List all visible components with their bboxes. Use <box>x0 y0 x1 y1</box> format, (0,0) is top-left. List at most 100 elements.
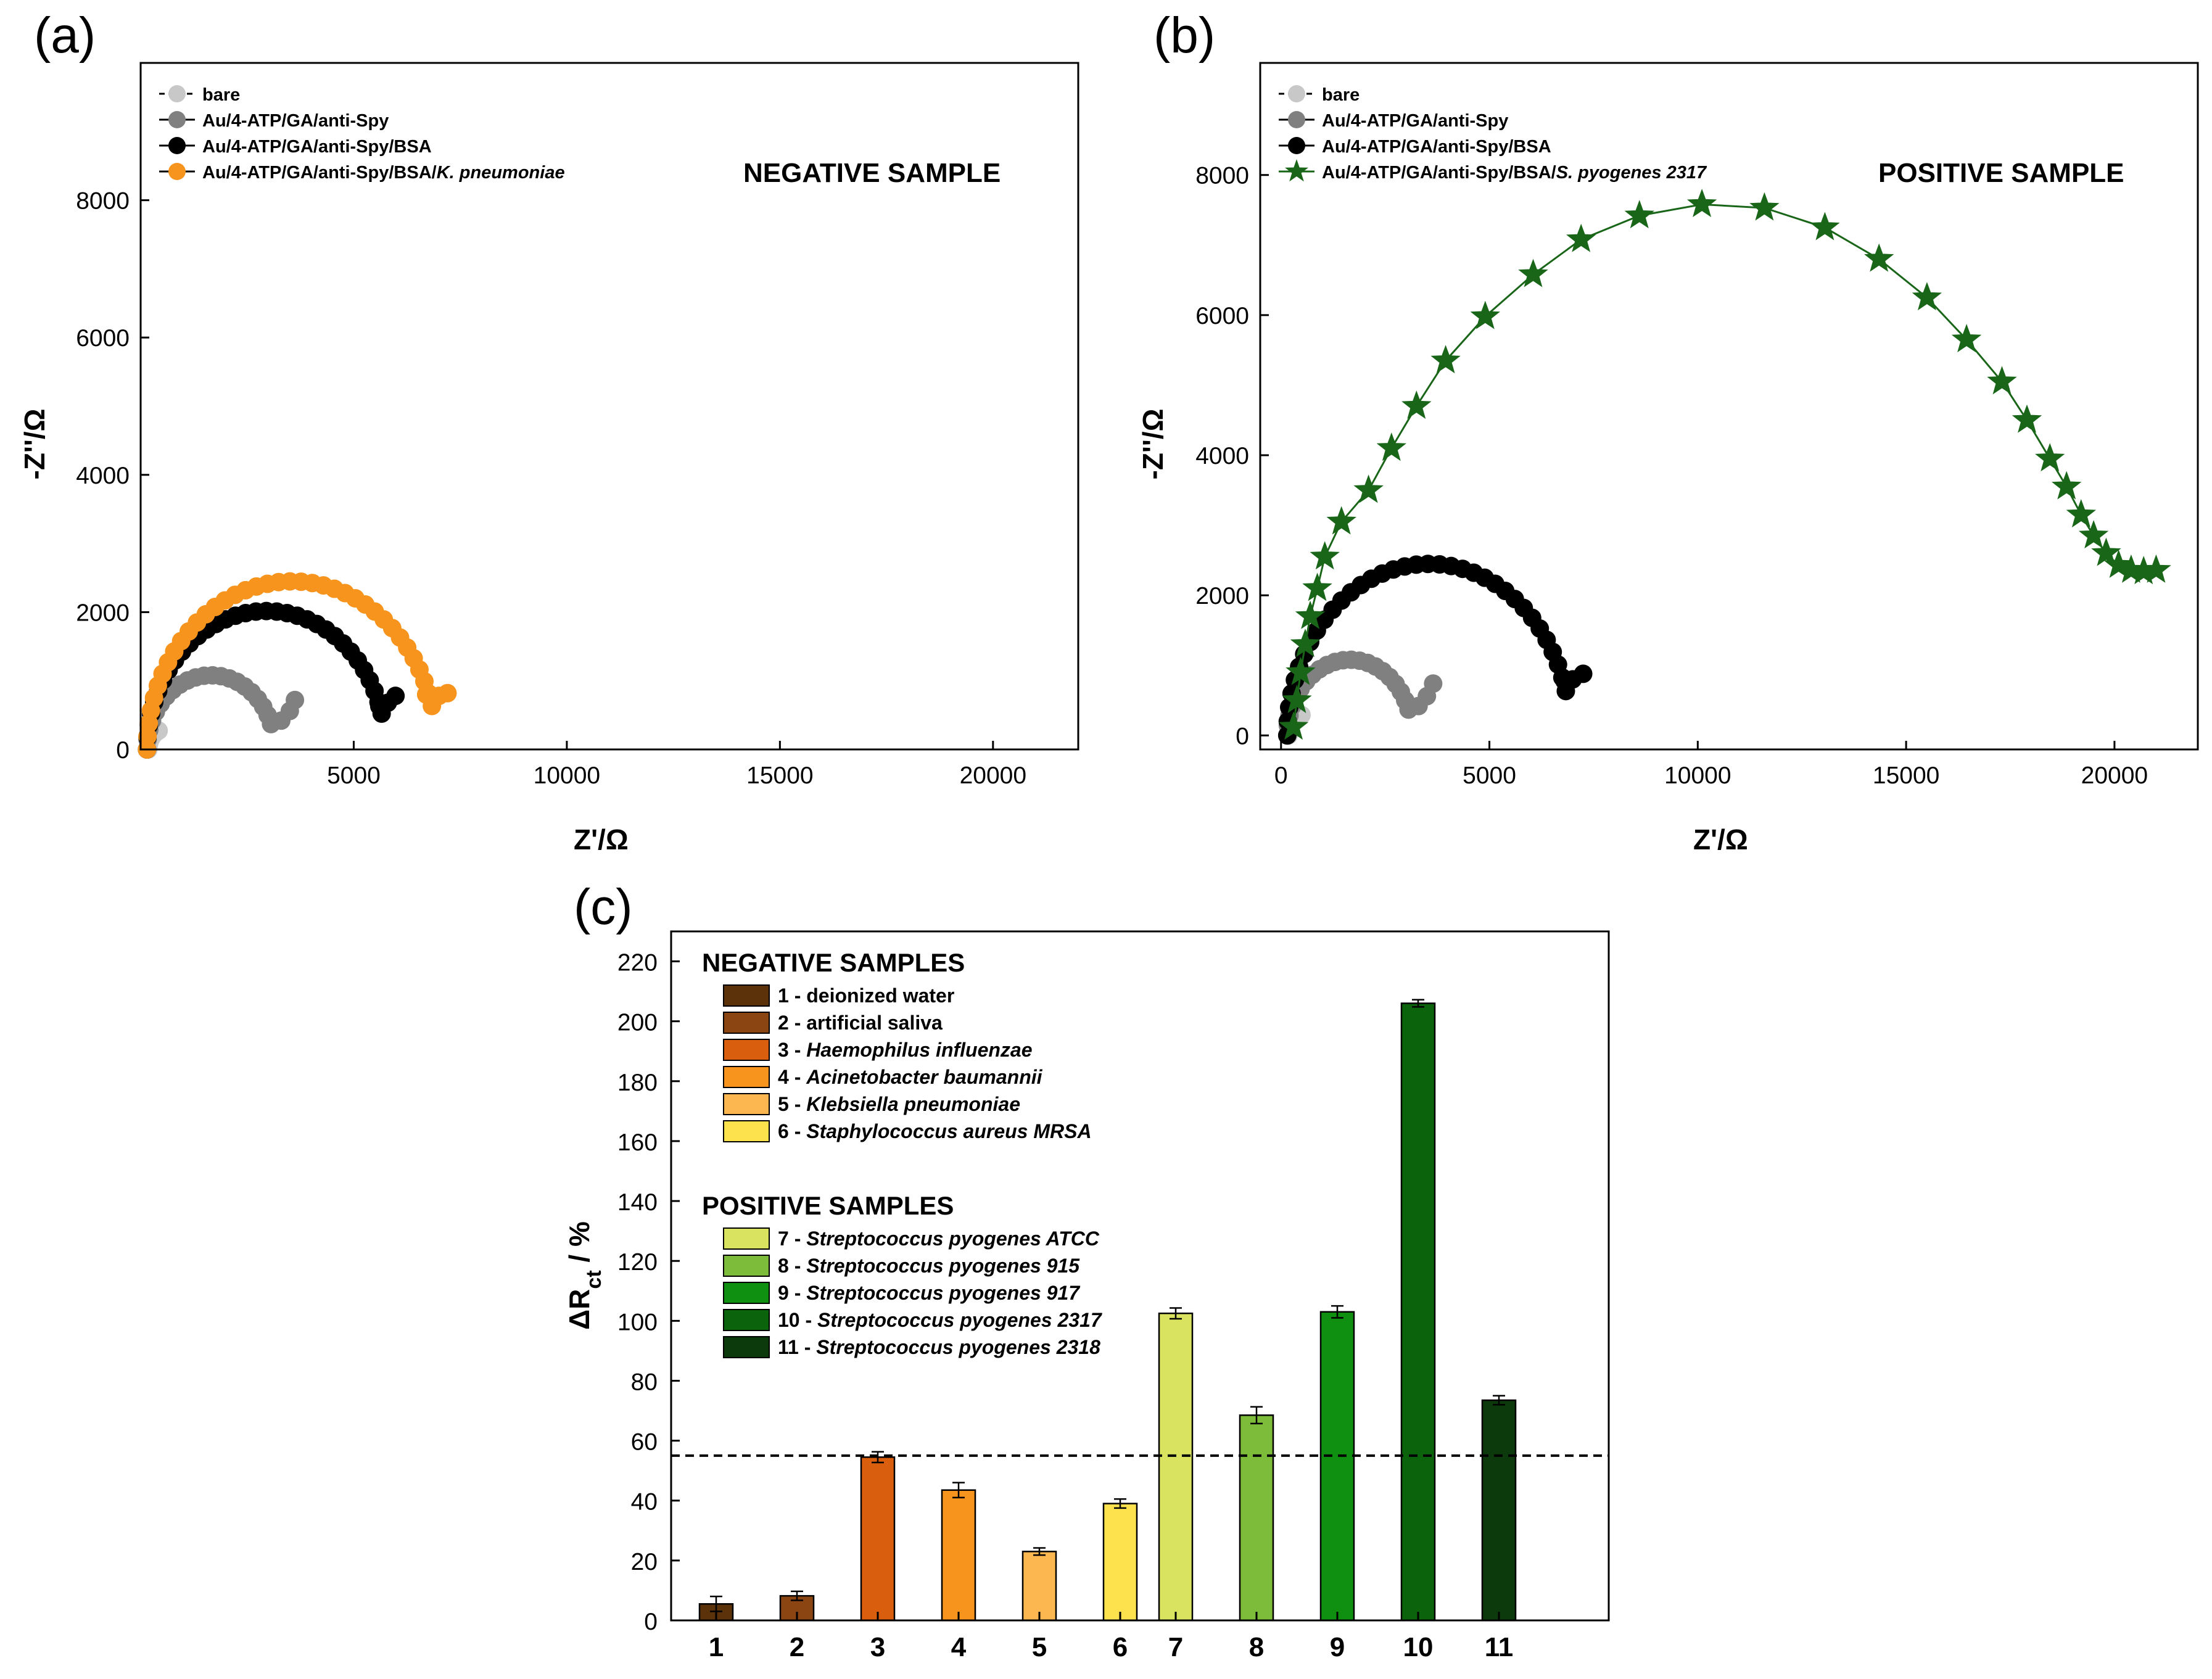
legend-item-name: Haemophilus influenzae <box>806 1039 1032 1061</box>
legend-circle-marker <box>1288 137 1305 154</box>
legend-item-name: deionized water <box>806 984 954 1007</box>
x-tick-label: 15000 <box>1873 762 1939 789</box>
legend-item-label: 4 - Acinetobacter baumannii <box>778 1066 1043 1088</box>
panel-a-ylabel: -Z''/Ω <box>19 409 51 480</box>
legend-item-label: 10 - Streptococcus pyogenes 2317 <box>778 1309 1103 1331</box>
y-tick-label: 8000 <box>76 188 130 215</box>
legend-item-name: Klebsiella pneumoniae <box>806 1093 1020 1115</box>
legend-item-label: 9 - Streptococcus pyogenes 917 <box>778 1282 1081 1304</box>
bar-5 <box>1021 1551 1057 1622</box>
legend-item-number: 2 - <box>778 1012 806 1034</box>
star-marker <box>2078 520 2109 549</box>
y-tick-label: 160 <box>617 1129 658 1156</box>
x-tick-label: 8 <box>1249 1632 1264 1662</box>
legend-entry-label: Au/4-ATP/GA/anti-Spy/BSA/S. pyogenes 231… <box>1322 163 1707 183</box>
star-marker <box>1290 629 1321 658</box>
panel-c-ylabel-sub: ct <box>582 1270 606 1289</box>
star-marker <box>1624 200 1654 229</box>
x-tick-label: 4 <box>951 1632 967 1662</box>
y-tick-label: 200 <box>617 1010 658 1036</box>
panel-b-nyquist-positive: (b) 0 5000 10000 15000 20000 0 2000 4000 6000 800… <box>1137 7 2199 856</box>
y-tick-label: 140 <box>617 1189 658 1216</box>
legend-item-number: 6 - <box>778 1120 806 1142</box>
panel-a-xlabel: Z'/Ω <box>574 823 629 856</box>
legend-item-number: 7 - <box>778 1227 806 1250</box>
legend-item-label: 3 - Haemophilus influenzae <box>778 1039 1033 1061</box>
x-tick-label: 6 <box>1113 1632 1128 1662</box>
panel-b-annotation: POSITIVE SAMPLE <box>1878 158 2124 188</box>
legend-item-name: Streptococcus pyogenes 917 <box>806 1282 1081 1304</box>
y-tick-label: 0 <box>1236 723 1249 749</box>
legend-item-number: 1 - <box>778 984 806 1007</box>
bar-8 <box>1239 1414 1274 1622</box>
legend-swatch <box>723 984 770 1007</box>
legend-item-name: Staphylococcus aureus MRSA <box>806 1120 1091 1142</box>
panel-a-data-marks <box>138 572 457 759</box>
x-tick-label: 1 <box>709 1632 724 1662</box>
legend-group-title: NEGATIVE SAMPLES <box>702 948 965 977</box>
y-tick-label: 180 <box>617 1070 658 1096</box>
bar-6 <box>1102 1503 1138 1622</box>
panel-b-label: (b) <box>1153 7 1215 64</box>
legend-swatch <box>723 1120 770 1142</box>
panel-b-legend: bare Au/4-ATP/GA/anti-Spy Au/4-ATP/GA/anti… <box>1279 85 1707 183</box>
legend-swatch <box>723 1309 770 1331</box>
star-marker <box>1987 366 2017 395</box>
star-marker <box>1286 656 1316 685</box>
legend-entry-label: Au/4-ATP/GA/anti-Spy <box>1322 111 1508 131</box>
star-marker <box>2091 537 2121 566</box>
legend-item-name: Streptococcus pyogenes 915 <box>806 1255 1080 1277</box>
y-tick-label: 60 <box>631 1429 658 1456</box>
circle-marker <box>386 687 405 706</box>
star-marker <box>1566 223 1596 252</box>
y-tick-label: 0 <box>644 1609 658 1635</box>
legend-entry-label: bare <box>202 85 240 105</box>
y-tick-label: 6000 <box>76 325 130 352</box>
star-marker <box>1376 432 1406 461</box>
x-tick-label: 20000 <box>960 762 1026 789</box>
x-tick-label: 9 <box>1330 1632 1345 1662</box>
legend-item-name: artificial saliva <box>806 1012 943 1034</box>
star-marker <box>1302 572 1332 601</box>
panel-c-bar-chart: (c) 0 20 40 60 80 100 120 140 160 180 200 220 1 2 3 4 5 6… <box>563 879 1610 1662</box>
circle-marker <box>286 690 305 709</box>
legend-group-title: POSITIVE SAMPLES <box>702 1191 954 1220</box>
y-tick-label: 4000 <box>1195 443 1249 469</box>
x-tick-label: 7 <box>1168 1632 1183 1662</box>
legend-label-prefix: Au/4-ATP/GA/anti-Spy/BSA/ <box>202 163 437 183</box>
panel-a-nyquist-negative: (a) 5000 10000 15000 20000 0 2000 4000 6000 8000… <box>19 7 1079 856</box>
y-tick-label: 80 <box>631 1369 658 1395</box>
star-marker <box>1282 685 1312 714</box>
legend-circle-marker <box>1288 111 1305 128</box>
star-marker <box>1470 300 1500 329</box>
legend-item-number: 10 - <box>778 1309 817 1331</box>
legend-entry-label: bare <box>1322 85 1360 105</box>
legend-item-number: 5 - <box>778 1093 806 1115</box>
legend-entry-label: Au/4-ATP/GA/anti-Spy <box>202 111 389 131</box>
circle-marker <box>438 683 457 703</box>
y-tick-label: 8000 <box>1195 163 1249 189</box>
legend-circle-marker <box>168 163 186 180</box>
x-tick-label: 5000 <box>327 762 381 789</box>
panel-b-data-marks <box>1277 188 2171 745</box>
legend-swatch <box>723 1336 770 1358</box>
legend-swatch <box>723 1066 770 1088</box>
legend-item-label: 2 - artificial saliva <box>778 1012 943 1034</box>
y-tick-label: 6000 <box>1195 303 1249 329</box>
y-tick-label: 120 <box>617 1249 658 1276</box>
star-marker <box>1310 541 1340 570</box>
legend-item-label: 5 - Klebsiella pneumoniae <box>778 1093 1020 1115</box>
star-marker <box>1326 506 1356 535</box>
bar-11 <box>1481 1399 1517 1622</box>
legend-circle-marker <box>168 137 186 154</box>
panel-c-ylabel-tail: / % <box>563 1221 595 1270</box>
star-marker <box>1749 192 1780 221</box>
star-marker <box>1912 282 1942 311</box>
star-marker <box>1295 600 1326 629</box>
y-tick-label: 20 <box>631 1549 658 1575</box>
circle-marker <box>1574 664 1593 683</box>
legend-item-label: 11 - Streptococcus pyogenes 2318 <box>778 1336 1100 1358</box>
series-3 <box>138 572 457 759</box>
